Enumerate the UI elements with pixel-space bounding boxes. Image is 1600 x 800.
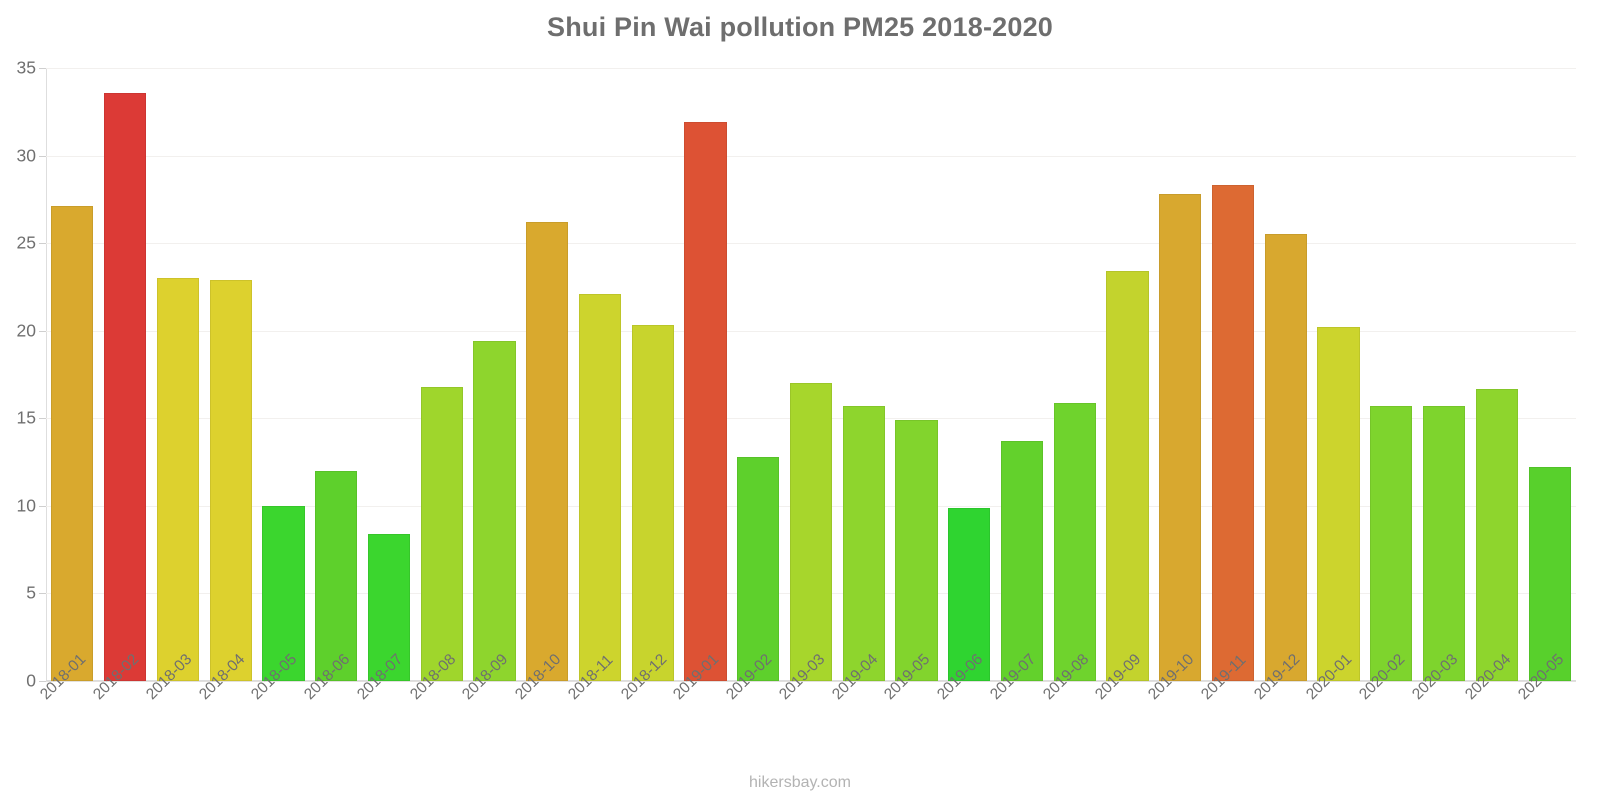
bar[interactable] [367, 533, 411, 681]
y-axis-tick-label: 0 [26, 670, 36, 691]
bar[interactable] [104, 92, 147, 681]
bar[interactable] [1475, 388, 1518, 681]
y-axis-tick-mark [39, 68, 46, 69]
gridline [46, 68, 1576, 69]
y-axis-tick-label: 10 [16, 495, 36, 516]
bar[interactable] [156, 278, 199, 681]
y-axis-tick-mark [39, 505, 46, 507]
y-axis-line [46, 68, 47, 681]
gridline [46, 243, 1576, 245]
bar[interactable] [1053, 402, 1096, 681]
bar[interactable] [631, 325, 674, 681]
bar[interactable] [473, 341, 516, 681]
gridline [46, 155, 1576, 157]
bar[interactable] [842, 406, 885, 681]
bar[interactable] [737, 456, 780, 681]
y-axis-tick-mark [39, 681, 46, 682]
y-axis-tick-mark [39, 330, 46, 332]
bar[interactable] [1159, 194, 1202, 681]
y-axis-tick-mark [39, 243, 46, 245]
bar[interactable] [1528, 467, 1571, 681]
y-axis-tick-mark [39, 418, 46, 420]
bar[interactable] [1264, 234, 1307, 681]
y-axis-tick-label: 20 [16, 320, 36, 341]
plot-area [46, 68, 1576, 682]
bar[interactable] [51, 206, 94, 681]
bar[interactable] [1000, 441, 1044, 681]
bar[interactable] [526, 222, 569, 681]
bar[interactable] [1317, 327, 1360, 681]
gridline [46, 330, 1576, 332]
y-axis-tick-label: 5 [26, 582, 36, 603]
bar[interactable] [315, 470, 358, 681]
gridline [46, 681, 1576, 682]
bar[interactable] [1106, 271, 1149, 681]
bar[interactable] [895, 420, 938, 681]
bar-series [46, 68, 1576, 681]
y-axis-tick-mark [39, 155, 46, 157]
bar[interactable] [578, 293, 622, 681]
y-axis-tick-label: 30 [16, 145, 36, 166]
bar[interactable] [684, 122, 727, 681]
watermark: hikersbay.com [749, 774, 851, 791]
bar[interactable] [262, 505, 305, 681]
y-axis-tick-label: 25 [16, 232, 36, 253]
bar[interactable] [948, 507, 991, 681]
bar[interactable] [1211, 185, 1255, 681]
bar[interactable] [420, 386, 463, 681]
page-title: Shui Pin Wai pollution PM25 2018-2020 [546, 12, 1054, 42]
y-axis-tick-label: 35 [16, 57, 36, 78]
bar[interactable] [789, 383, 833, 681]
y-axis-tick-mark [39, 593, 46, 595]
bar[interactable] [209, 279, 252, 681]
y-axis-tick-label: 15 [16, 407, 36, 428]
bar[interactable] [1370, 406, 1413, 681]
bar[interactable] [1423, 406, 1466, 681]
